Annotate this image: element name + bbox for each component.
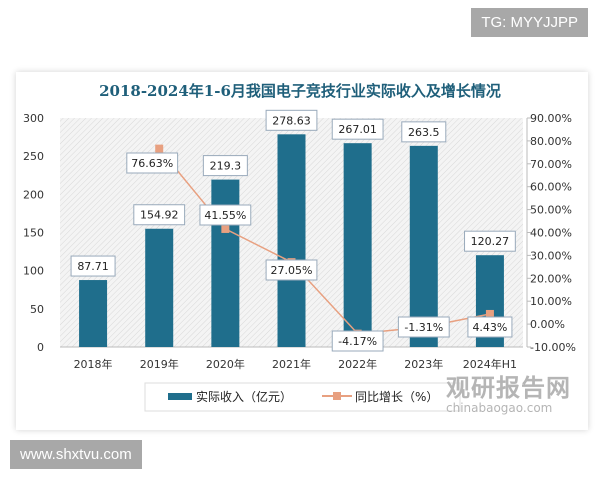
legend-line-label: 同比增长（%）: [355, 390, 438, 404]
growth-label: 76.63%: [131, 157, 173, 170]
bar-label-box: [464, 230, 516, 252]
growth-label-box: [126, 152, 179, 174]
left-tick-label: 100: [23, 265, 44, 278]
growth-label-box: [467, 316, 513, 338]
growth-label-box: [199, 204, 252, 226]
x-tick-label: 2023年: [404, 357, 443, 371]
top-right-tag: TG: MYYJJPP: [471, 8, 588, 37]
bar: [277, 134, 306, 347]
growth-point: [485, 309, 494, 318]
left-tick-label: 250: [23, 150, 44, 163]
bar-label: 219.3: [210, 160, 242, 173]
legend-bar-label: 实际收入（亿元）: [196, 389, 292, 404]
watermark-cn: 观研报告网: [446, 374, 571, 402]
right-tick-label: 0.00%: [530, 318, 565, 331]
left-tick-label: 0: [37, 341, 44, 354]
growth-label: -4.17%: [338, 335, 377, 348]
bar-label-box: [265, 109, 318, 131]
bar-label-box: [133, 204, 186, 226]
growth-point: [155, 144, 164, 153]
right-tick-label: 70.00%: [530, 158, 572, 171]
x-tick-label: 2018年: [74, 357, 113, 371]
bar: [409, 145, 438, 347]
bar: [343, 143, 372, 347]
watermark: 观研报告网 chinabaogao.com: [446, 368, 571, 415]
x-tick-label: 2019年: [140, 357, 179, 371]
left-tick-label: 50: [30, 303, 44, 316]
bar-label: 154.92: [140, 209, 179, 222]
legend-box: [144, 382, 461, 412]
left-tick-label: 200: [23, 188, 44, 201]
right-tick-label: 10.00%: [530, 295, 572, 308]
legend-line-marker: [333, 392, 341, 400]
growth-label: 41.55%: [204, 209, 246, 222]
x-tick-label: 2022年: [338, 357, 377, 371]
chart-title: 2018-2024年1-6月我国电子竞技行业实际收入及增长情况: [99, 82, 501, 100]
bar-label: 120.27: [471, 235, 510, 248]
right-tick-label: 40.00%: [530, 227, 572, 240]
bar-label-box: [70, 255, 116, 277]
bar-label: 267.01: [338, 123, 377, 136]
x-tick-label: 2020年: [206, 357, 245, 371]
bar-label: 87.71: [77, 260, 109, 273]
bar-label-box: [202, 155, 248, 177]
x-tick-label: 2024年H1: [463, 357, 517, 371]
growth-point: [221, 224, 230, 233]
left-tick-label: 150: [23, 227, 44, 240]
bottom-left-tag: www.shxtvu.com: [10, 440, 142, 469]
right-tick-label: 80.00%: [530, 135, 572, 148]
growth-label-box: [397, 316, 450, 338]
growth-label: 4.43%: [472, 321, 507, 334]
growth-label-box: [331, 330, 384, 352]
legend-bar-swatch: [168, 393, 192, 400]
growth-label: -1.31%: [404, 321, 443, 334]
right-tick-label: 60.00%: [530, 181, 572, 194]
growth-label: 27.05%: [271, 264, 313, 277]
bar-label: 278.63: [272, 114, 311, 127]
watermark-en: chinabaogao.com: [446, 401, 553, 415]
left-tick-label: 300: [23, 112, 44, 125]
growth-label-box: [265, 259, 318, 281]
bar: [145, 228, 174, 347]
bar-label: 263.5: [408, 126, 440, 139]
right-tick-label: 30.00%: [530, 249, 572, 262]
right-tick-label: 90.00%: [530, 112, 572, 125]
bar: [79, 280, 108, 347]
x-tick-label: 2021年: [272, 357, 311, 371]
right-tick-label: 20.00%: [530, 272, 572, 285]
right-tick-label: -10.00%: [530, 341, 576, 354]
bar-label-box: [401, 121, 447, 143]
bar-label-box: [331, 118, 384, 140]
right-tick-label: 50.00%: [530, 204, 572, 217]
